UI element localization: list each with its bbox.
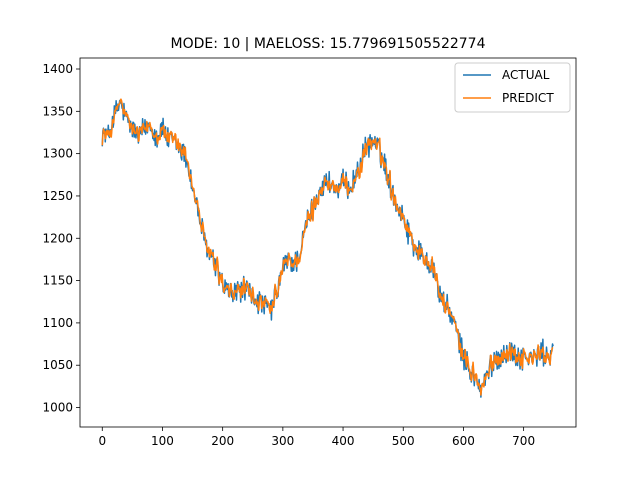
x-tick-label: 500 bbox=[392, 434, 415, 448]
plot-area bbox=[79, 57, 577, 428]
x-tick-label: 100 bbox=[151, 434, 174, 448]
x-tick-label: 600 bbox=[452, 434, 475, 448]
y-tick-label: 1250 bbox=[42, 189, 73, 203]
y-tick-label: 1050 bbox=[42, 358, 73, 372]
x-tick-label: 400 bbox=[332, 434, 355, 448]
y-axis: 1000 1050 1100 1150 1200 1250 1300 1350 1400 bbox=[42, 62, 80, 415]
x-tick-label: 0 bbox=[98, 434, 106, 448]
series-line-predict bbox=[101, 98, 554, 396]
x-tick-label: 700 bbox=[512, 434, 535, 448]
legend-label-actual: ACTUAL bbox=[502, 68, 550, 82]
y-tick-label: 1000 bbox=[42, 401, 73, 415]
y-tick-label: 1150 bbox=[42, 274, 73, 288]
legend-label-predict: PREDICT bbox=[502, 91, 554, 105]
series-layer bbox=[101, 98, 554, 398]
y-tick-label: 1350 bbox=[42, 104, 73, 118]
axes-frame bbox=[79, 57, 577, 428]
x-tick-label: 200 bbox=[211, 434, 234, 448]
y-tick-label: 1300 bbox=[42, 147, 73, 161]
chart-title: MODE: 10 | MAELOSS: 15.779691505522774 bbox=[171, 36, 486, 52]
x-tick-label: 300 bbox=[271, 434, 294, 448]
y-tick-label: 1400 bbox=[42, 62, 73, 76]
legend: ACTUAL PREDICT bbox=[454, 62, 571, 113]
y-tick-label: 1100 bbox=[42, 316, 73, 330]
x-axis: 0 100 200 300 400 500 600 700 bbox=[98, 427, 535, 448]
y-tick-label: 1200 bbox=[42, 231, 73, 245]
